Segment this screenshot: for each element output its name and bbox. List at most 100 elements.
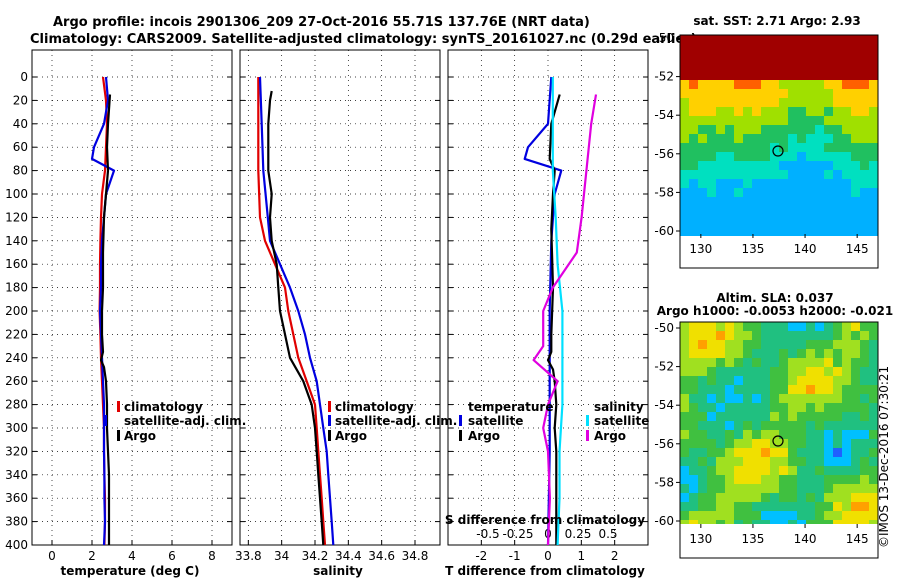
sla-cell xyxy=(824,412,833,421)
series-line-satellite-adj-clim- xyxy=(258,76,335,546)
sst-cell xyxy=(779,80,788,89)
sst-cell xyxy=(734,89,743,98)
sst-cell xyxy=(680,134,689,143)
sst-cell xyxy=(725,134,734,143)
sst-cell xyxy=(698,35,707,44)
y-tick-label: 60 xyxy=(13,140,28,154)
sla-cell xyxy=(770,367,779,376)
sst-cell xyxy=(833,197,842,206)
sla-cell xyxy=(707,484,716,493)
sla-cell xyxy=(725,349,734,358)
sla-cell xyxy=(770,340,779,349)
sst-cell xyxy=(860,152,869,161)
sla-cell xyxy=(860,403,869,412)
sst-cell xyxy=(851,125,860,134)
sst-cell xyxy=(860,206,869,215)
sst-cell xyxy=(851,170,860,179)
sla-cell xyxy=(698,340,707,349)
sla-cell xyxy=(860,421,869,430)
sst-cell xyxy=(788,188,797,197)
sst-cell xyxy=(797,197,806,206)
sla-cell xyxy=(770,376,779,385)
sst-cell xyxy=(743,62,752,71)
sst-cell xyxy=(806,197,815,206)
legend-swatch-argo xyxy=(328,430,331,441)
series-line-argo xyxy=(267,90,325,546)
legend-header-temperature: temperature xyxy=(468,400,553,414)
sla-cell xyxy=(806,457,815,466)
sla-cell xyxy=(716,430,725,439)
sst-cell xyxy=(743,116,752,125)
sst-cell xyxy=(716,197,725,206)
sst-cell xyxy=(680,116,689,125)
sst-cell xyxy=(806,71,815,80)
sst-cell xyxy=(779,161,788,170)
map-y-tick-label: -60 xyxy=(654,224,674,238)
sst-cell xyxy=(815,80,824,89)
sla-cell xyxy=(860,394,869,403)
sla-cell xyxy=(752,493,761,502)
sst-cell xyxy=(752,98,761,107)
sla-cell xyxy=(815,475,824,484)
legend-label-t-argo: Argo xyxy=(468,429,500,443)
sst-cell xyxy=(869,125,878,134)
sla-cell xyxy=(779,358,788,367)
sst-cell xyxy=(806,98,815,107)
sst-cell xyxy=(725,98,734,107)
sst-cell xyxy=(761,35,770,44)
sla-cell xyxy=(860,466,869,475)
sla-cell xyxy=(689,448,698,457)
sst-cell xyxy=(770,62,779,71)
sla-cell xyxy=(734,349,743,358)
sst-cell xyxy=(752,62,761,71)
sst-cell xyxy=(770,206,779,215)
sla-cell xyxy=(779,385,788,394)
sla-cell xyxy=(788,520,797,524)
sst-cell xyxy=(779,188,788,197)
sla-cell xyxy=(815,421,824,430)
sla-cell xyxy=(860,331,869,340)
sst-cell xyxy=(779,233,788,236)
sst-cell xyxy=(779,98,788,107)
legend-label-s-argo: Argo xyxy=(594,429,626,443)
sst-cell xyxy=(797,35,806,44)
sst-cell xyxy=(680,44,689,53)
sla-cell xyxy=(833,403,842,412)
sla-cell xyxy=(824,502,833,511)
sla-cell xyxy=(860,430,869,439)
sst-cell xyxy=(734,188,743,197)
sla-cell xyxy=(707,502,716,511)
sla-cell xyxy=(716,502,725,511)
sla-cell xyxy=(752,358,761,367)
sla-cell xyxy=(788,457,797,466)
sst-cell xyxy=(860,125,869,134)
sst-cell xyxy=(680,125,689,134)
sst-cell xyxy=(824,89,833,98)
sla-cell xyxy=(698,367,707,376)
sla-cell xyxy=(689,457,698,466)
sst-cell xyxy=(788,143,797,152)
x-tick-label: 4 xyxy=(128,549,136,563)
sst-cell xyxy=(833,233,842,236)
sla-cell xyxy=(797,448,806,457)
sst-cell xyxy=(815,197,824,206)
sst-cell xyxy=(824,116,833,125)
difference-xlabel: T difference from climatology xyxy=(445,564,645,578)
sla-cell xyxy=(797,439,806,448)
sst-cell xyxy=(788,62,797,71)
sla-cell xyxy=(851,394,860,403)
sst-cell xyxy=(833,224,842,233)
sla-cell xyxy=(806,340,815,349)
sla-cell xyxy=(842,457,851,466)
sst-cell xyxy=(770,80,779,89)
sla-cell xyxy=(779,367,788,376)
sst-cell xyxy=(788,89,797,98)
sst-cell xyxy=(725,62,734,71)
sla-cell xyxy=(860,322,869,331)
sla-cell xyxy=(851,430,860,439)
sst-cell xyxy=(743,71,752,80)
y-tick-label: 0 xyxy=(20,70,28,84)
sla-cell xyxy=(689,340,698,349)
sla-cell xyxy=(833,412,842,421)
